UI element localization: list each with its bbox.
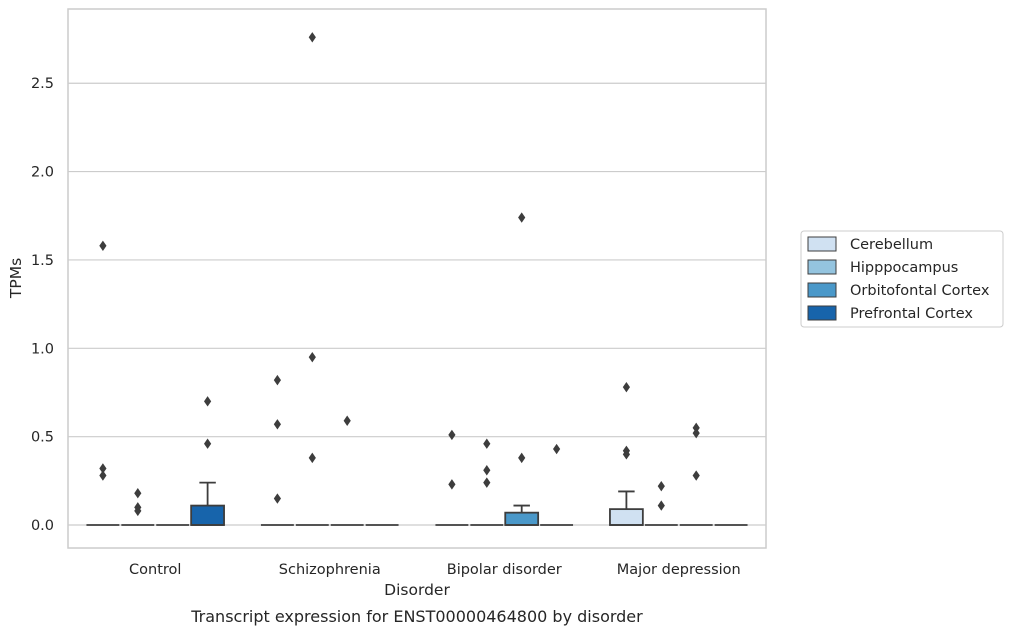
legend: Cerebellum Hipppocampus Orbitofontal Corte… bbox=[800, 230, 1004, 328]
legend-swatch bbox=[807, 236, 837, 252]
legend-label: Hipppocampus bbox=[850, 260, 958, 276]
outlier-point bbox=[657, 480, 665, 492]
plot-frame bbox=[67, 8, 767, 549]
x-tick-label: Schizophrenia bbox=[279, 562, 381, 578]
box-body bbox=[609, 508, 644, 526]
y-tick-label: 0.5 bbox=[31, 430, 54, 446]
outlier-point bbox=[692, 470, 700, 481]
outlier-point bbox=[134, 505, 142, 517]
outlier-point bbox=[518, 452, 526, 464]
y-axis-title: TPMs bbox=[7, 258, 25, 299]
x-tick-label: Major depression bbox=[617, 562, 741, 578]
outlier-point bbox=[273, 493, 281, 504]
outlier-point bbox=[448, 429, 456, 441]
figure-caption: Transcript expression for ENST0000046480… bbox=[190, 607, 643, 626]
outlier-point bbox=[518, 212, 526, 223]
legend-label: Orbitofontal Cortex bbox=[850, 283, 990, 299]
x-tick-labels: Control Schizophrenia Bipolar disorder Majo… bbox=[129, 562, 741, 578]
grid-lines bbox=[68, 82, 766, 526]
outlier-point bbox=[622, 449, 630, 460]
outlier-point bbox=[448, 479, 456, 490]
box-prefrontal-cortex-0 bbox=[190, 481, 225, 526]
outlier-point bbox=[99, 240, 107, 252]
outlier-point bbox=[99, 463, 107, 474]
outlier-point bbox=[622, 381, 630, 393]
outlier-point bbox=[553, 443, 561, 455]
box-cerebellum-3 bbox=[609, 490, 644, 526]
outlier-point bbox=[692, 427, 700, 439]
boxes bbox=[86, 481, 748, 526]
outlier-point bbox=[204, 438, 212, 449]
y-tick-labels: 0.0 0.5 1.0 1.5 2.0 2.5 bbox=[31, 76, 54, 534]
y-tick-label: 2.5 bbox=[31, 76, 54, 92]
y-tick-label: 1.5 bbox=[31, 253, 54, 269]
legend-swatch bbox=[807, 305, 837, 321]
legend-swatch bbox=[807, 282, 837, 298]
x-axis-title: Disorder bbox=[384, 581, 450, 599]
box-body bbox=[190, 504, 225, 526]
y-tick-label: 1.0 bbox=[31, 341, 54, 357]
outlier-point bbox=[308, 452, 316, 464]
outlier-point bbox=[204, 396, 212, 407]
legend-swatch bbox=[807, 259, 837, 275]
outlier-point bbox=[134, 488, 142, 499]
x-tick-label: Bipolar disorder bbox=[447, 562, 562, 578]
outlier-point bbox=[273, 419, 281, 430]
outlier-point bbox=[483, 465, 491, 476]
outlier-point bbox=[308, 32, 316, 43]
y-tick-label: 0.0 bbox=[31, 518, 54, 534]
outlier-point bbox=[99, 470, 107, 481]
box-orbitofontal-cortex-2 bbox=[504, 504, 540, 526]
outlier-point bbox=[343, 415, 351, 426]
legend-label: Prefrontal Cortex bbox=[850, 306, 973, 322]
outlier-point bbox=[483, 477, 491, 488]
box-body bbox=[504, 511, 540, 526]
x-tick-label: Control bbox=[129, 562, 181, 578]
outlier-point bbox=[657, 500, 665, 511]
outlier-point bbox=[273, 374, 281, 386]
legend-label: Cerebellum bbox=[850, 237, 933, 253]
outlier-point bbox=[483, 438, 491, 449]
outlier-point bbox=[308, 351, 316, 363]
legend-frame bbox=[800, 230, 1004, 328]
y-tick-label: 2.0 bbox=[31, 165, 54, 181]
outliers bbox=[99, 32, 700, 517]
outlier-point bbox=[692, 422, 700, 434]
